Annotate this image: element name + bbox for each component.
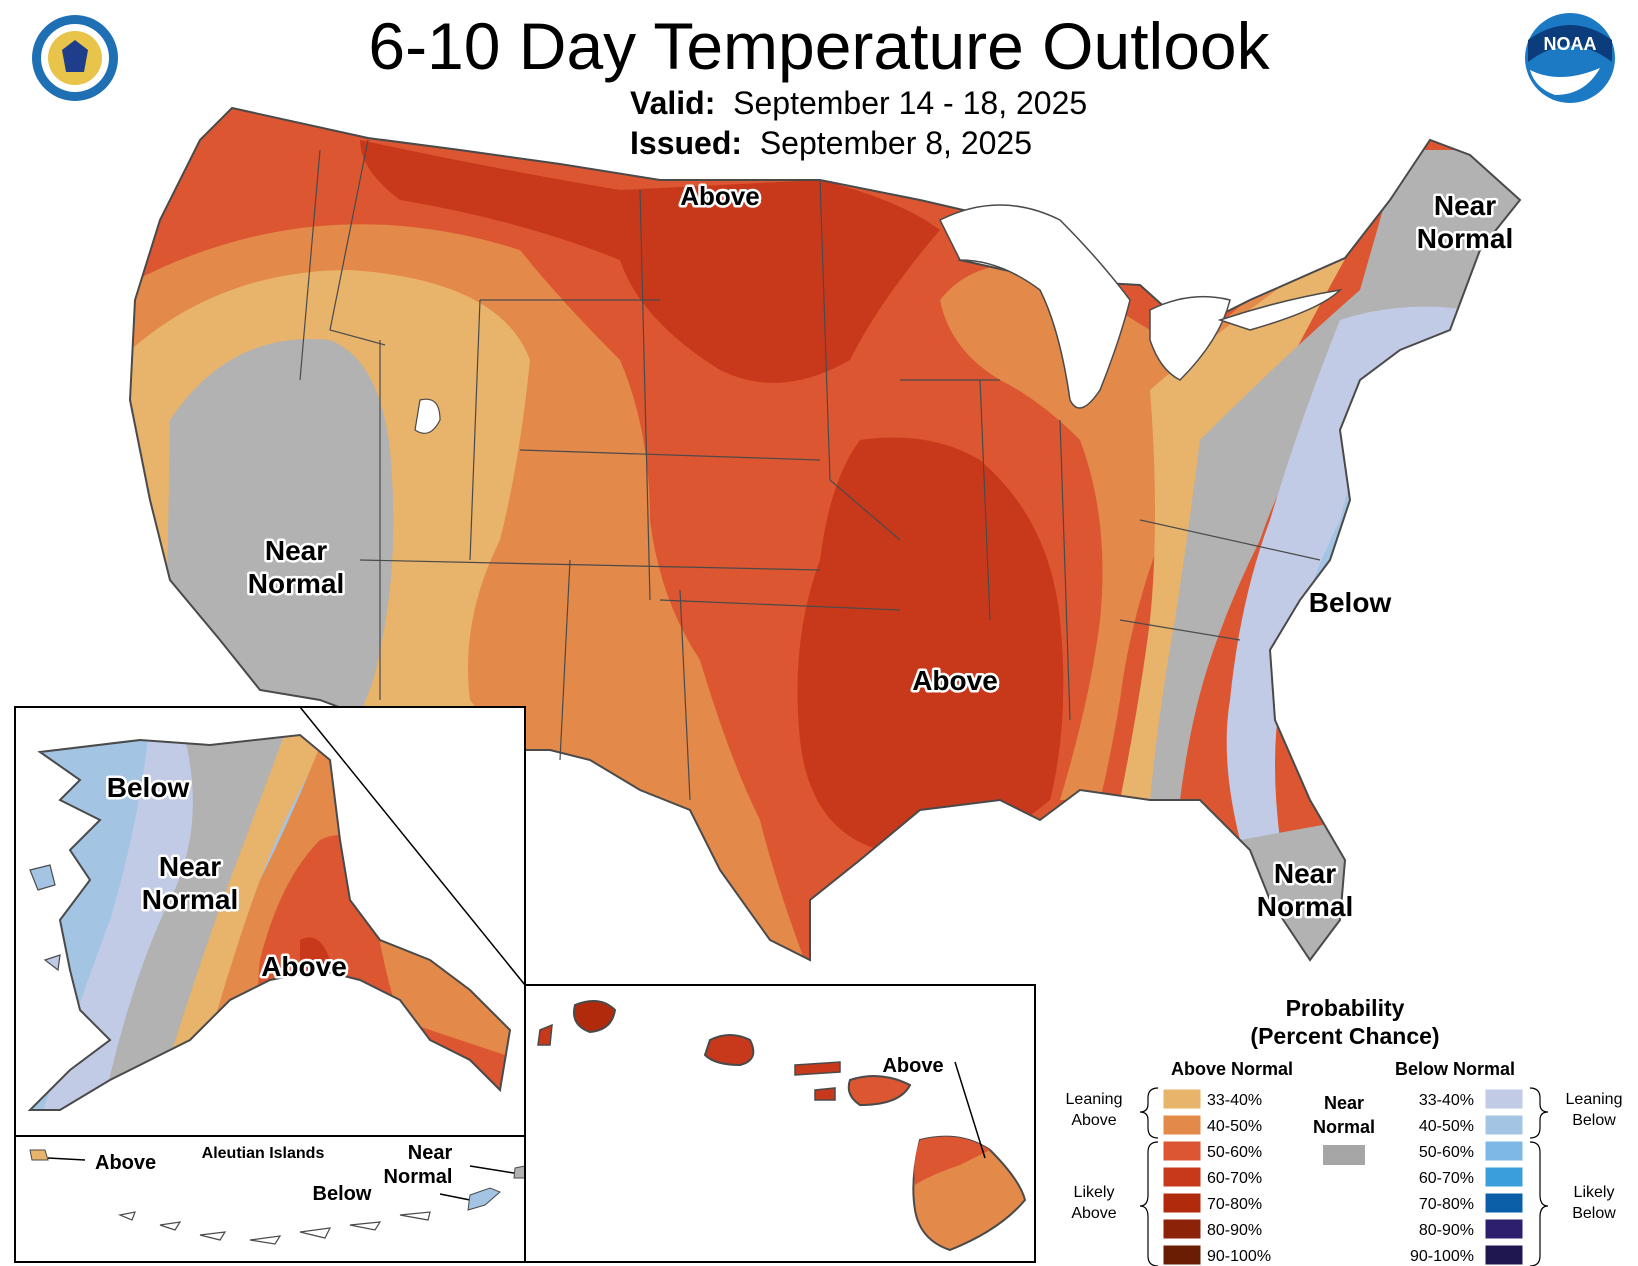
- legend-above-label: 80-90%: [1207, 1222, 1262, 1239]
- legend-below-swatch: [1484, 1114, 1524, 1136]
- label-ak-above: Above: [261, 951, 347, 982]
- map-labels: Above Above Near Normal Near Normal Belo…: [95, 179, 1516, 1206]
- legend-below-swatch: [1484, 1088, 1524, 1110]
- legend-title-1: Probability: [1286, 995, 1405, 1021]
- legend-above-label: 33-40%: [1207, 1092, 1262, 1109]
- legend-below-label: 33-40%: [1419, 1092, 1474, 1109]
- legend-below-label: 90-100%: [1410, 1248, 1474, 1265]
- legend-near-header-2: Normal: [1313, 1117, 1375, 1137]
- label-aleutian-below: Below: [313, 1183, 372, 1205]
- legend-below-items: 33-40% 40-50% 50-60% 60-70% 70-80% 80-90% 90-1…: [1410, 1088, 1524, 1266]
- hawaii-inset: [524, 984, 1036, 1263]
- issued-line: Issued: September 8, 2025: [630, 124, 1032, 162]
- valid-line: Valid: September 14 - 18, 2025: [630, 84, 1087, 122]
- legend-near-swatch: [1323, 1145, 1365, 1165]
- label-ak-near-2: Normal: [142, 884, 238, 915]
- label-aleutian-above: Above: [95, 1152, 156, 1174]
- label-above-south: Above: [912, 665, 998, 696]
- legend-title-2: (Percent Chance): [1250, 1023, 1439, 1049]
- svg-text:Below: Below: [1572, 1205, 1616, 1222]
- svg-text:Leaning: Leaning: [1566, 1091, 1623, 1108]
- legend-above-swatch: [1162, 1114, 1202, 1136]
- svg-text:Likely: Likely: [1574, 1184, 1615, 1201]
- svg-text:NOAA: NOAA: [1544, 34, 1597, 54]
- legend: Probability (Percent Chance) Above Norma…: [1066, 995, 1623, 1266]
- label-ak-near-1: Near: [159, 851, 221, 882]
- label-aleutian-title: Aleutian Islands: [202, 1145, 325, 1162]
- alaska-inset: [14, 706, 526, 1137]
- legend-below-swatch: [1484, 1140, 1524, 1162]
- great-lakes: [938, 204, 1131, 409]
- legend-above-swatch: [1162, 1244, 1202, 1266]
- legend-above-swatch: [1162, 1088, 1202, 1110]
- label-hawaii-above: Above: [882, 1055, 943, 1077]
- label-near-west-2: Normal: [248, 568, 344, 599]
- aleutian-inset: [14, 1135, 526, 1263]
- legend-below-label: 40-50%: [1419, 1118, 1474, 1135]
- map-title: 6-10 Day Temperature Outlook: [368, 9, 1270, 83]
- legend-below-label: 60-70%: [1419, 1170, 1474, 1187]
- label-near-ne-2: Normal: [1417, 223, 1513, 254]
- svg-text:Above: Above: [1071, 1205, 1116, 1222]
- svg-text:Below: Below: [1572, 1112, 1616, 1129]
- noaa-logo-icon: NOAA: [1525, 13, 1615, 103]
- legend-below-label: 50-60%: [1419, 1144, 1474, 1161]
- legend-above-swatch: [1162, 1166, 1202, 1188]
- legend-above-swatch: [1162, 1140, 1202, 1162]
- label-aleutian-near-2: Normal: [384, 1166, 453, 1188]
- legend-below-label: 80-90%: [1419, 1222, 1474, 1239]
- legend-below-swatch: [1484, 1166, 1524, 1188]
- label-near-west-1: Near: [265, 535, 327, 566]
- legend-above-label: 70-80%: [1207, 1196, 1262, 1213]
- label-aleutian-near-1: Near: [408, 1142, 453, 1164]
- label-near-ne-1: Near: [1434, 190, 1496, 221]
- label-above-north: Above: [680, 181, 759, 211]
- legend-above-label: 40-50%: [1207, 1118, 1262, 1135]
- label-near-fl-2: Normal: [1257, 891, 1353, 922]
- svg-text:Likely: Likely: [1074, 1184, 1115, 1201]
- issued-label: Issued:: [630, 125, 743, 161]
- legend-above-label: 90-100%: [1207, 1248, 1271, 1265]
- legend-above-swatch: [1162, 1192, 1202, 1214]
- legend-below-swatch: [1484, 1192, 1524, 1214]
- legend-above-header: Above Normal: [1171, 1059, 1293, 1079]
- legend-below-label: 70-80%: [1419, 1196, 1474, 1213]
- svg-text:Leaning: Leaning: [1066, 1091, 1123, 1108]
- label-near-fl-1: Near: [1274, 858, 1336, 889]
- label-ak-below: Below: [107, 772, 190, 803]
- valid-value: September 14 - 18, 2025: [733, 85, 1088, 121]
- legend-below-swatch: [1484, 1218, 1524, 1240]
- department-of-commerce-seal-icon: [32, 15, 118, 101]
- label-below-east: Below: [1309, 587, 1392, 618]
- legend-above-swatch: [1162, 1218, 1202, 1240]
- legend-near-header-1: Near: [1324, 1093, 1364, 1113]
- legend-above-items: 33-40% 40-50% 50-60% 60-70% 70-80% 80-90% 90-1…: [1162, 1088, 1271, 1266]
- issued-value: September 8, 2025: [759, 125, 1032, 161]
- legend-below-header: Below Normal: [1395, 1059, 1515, 1079]
- legend-below-swatch: [1484, 1244, 1524, 1266]
- legend-above-label: 60-70%: [1207, 1170, 1262, 1187]
- svg-text:Above: Above: [1071, 1112, 1116, 1129]
- legend-above-label: 50-60%: [1207, 1144, 1262, 1161]
- valid-label: Valid:: [630, 85, 716, 121]
